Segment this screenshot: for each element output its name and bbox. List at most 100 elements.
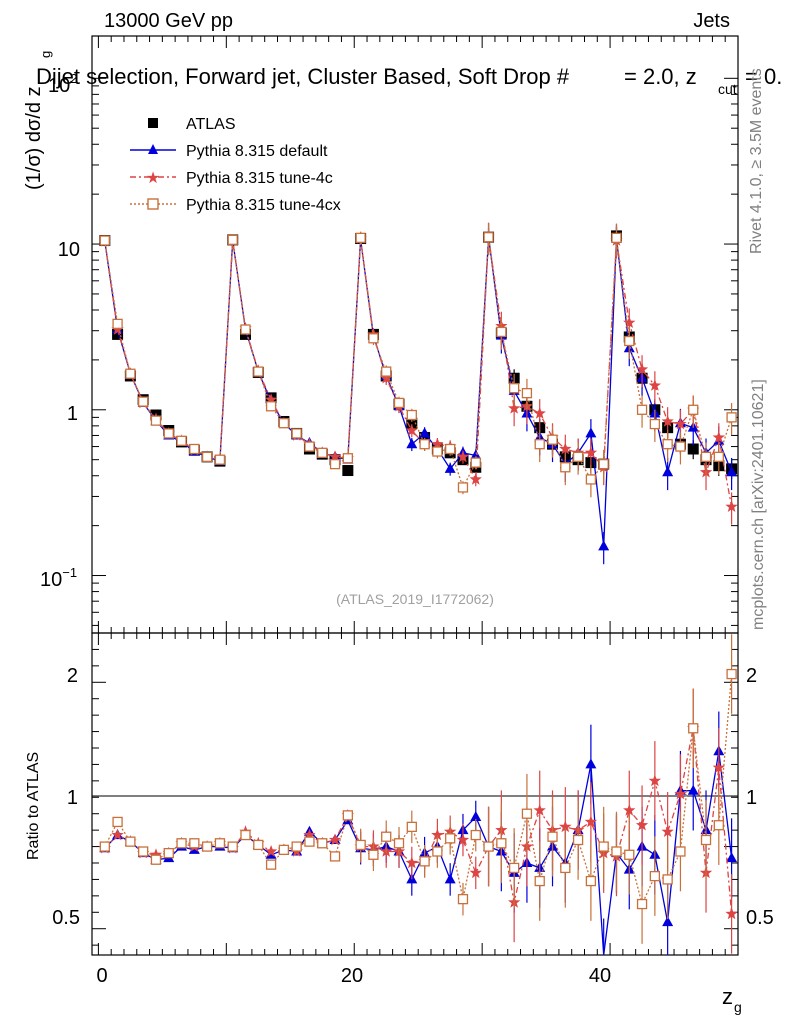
main-pythia-8-315-tune-4c-point: [674, 417, 687, 430]
ratio-pythia-8-315-default-point: [726, 852, 738, 863]
bottom-y-axis-label: Ratio to ATLAS: [25, 752, 42, 860]
ratio-pythia-8-315-tune-4cx-point: [457, 893, 469, 905]
y-tick-label-1: 1: [67, 403, 78, 425]
ratio-pythia-8-315-tune-4cx-point: [163, 847, 174, 859]
ratio-pythia-8-315-tune-4cx-point: [483, 841, 494, 852]
main-pythia-8-315-default-point: [470, 449, 482, 460]
ratio-pythia-8-315-default-point: [444, 873, 456, 884]
ratio-pythia-8-315-tune-4c-point: [111, 828, 124, 841]
legend-default-marker: [148, 144, 158, 154]
plot-title: Dijet selection, Forward jet, Cluster Ba…: [36, 64, 570, 89]
y-tick-0.1-exp: −1: [62, 565, 77, 580]
main-pythia-8-315-tune-4c-point: [623, 316, 636, 328]
ratio-pythia-8-315-tune-4c-point: [623, 803, 636, 816]
legend-tune4c-label: Pythia 8.315 tune-4c: [186, 170, 333, 187]
main-pythia-8-315-tune-4cx-point: [508, 383, 520, 394]
ratio-pythia-8-315-tune-4cx-point: [355, 839, 366, 851]
main-pythia-8-315-tune-4cx-point: [675, 441, 686, 452]
main-pythia-8-315-tune-4cx-point: [227, 234, 238, 246]
main-pythia-8-315-tune-4cx-point: [201, 451, 213, 463]
ratio-pythia-8-315-tune-4cx-point: [317, 838, 328, 849]
ratio-pythia-8-315-tune-4cx-point: [700, 834, 712, 846]
main-pythia-8-315-tune-4c-point: [264, 393, 278, 405]
ratio-pythia-8-315-tune-4cx-point: [393, 838, 405, 849]
rivet-version-label: Rivet 4.1.0, ≥ 3.5M events: [748, 68, 765, 254]
main-pythia-8-315-tune-4cx-line: [104, 237, 733, 490]
ratio-pythia-8-315-tune-4cx-point: [342, 810, 353, 821]
ratio-pythia-8-315-tune-4cx-point: [508, 862, 520, 874]
main-pythia-8-315-tune-4cx-point: [176, 435, 187, 446]
main-pythia-8-315-tune-4cx-point: [688, 404, 699, 415]
ratio-tick-label-0.5-right: 0.5: [746, 907, 774, 929]
main-pythia-8-315-tune-4c-point: [559, 442, 572, 455]
main-pythia-8-315-tune-4cx-point: [329, 458, 341, 470]
ratio-pythia-8-315-tune-4c-point: [469, 866, 482, 879]
ratio-pythia-8-315-tune-4cx-point: [688, 723, 699, 734]
x-axis-label-main: z: [722, 984, 733, 1009]
ratio-pythia-8-315-tune-4cx-point: [572, 834, 584, 846]
main-pythia-8-315-tune-4cx-point: [483, 232, 494, 243]
ratio-tick-label-2: 2: [67, 665, 78, 687]
y-tick-100-exp: 2: [70, 71, 77, 86]
ratio-pythia-8-315-default-point: [470, 811, 482, 821]
main-pythia-8-315-tune-4cx-point: [470, 457, 481, 468]
y-tick-0.1-base: 10: [40, 569, 62, 591]
main-pythia-8-315-tune-4cx-point: [713, 451, 724, 463]
main-pythia-8-315-tune-4cx-point: [611, 232, 622, 243]
ratio-pythia-8-315-tune-4c-point: [559, 820, 572, 833]
ratio-pythia-8-315-tune-4cx-point: [176, 838, 187, 849]
main-pythia-8-315-tune-4cx-point: [598, 458, 609, 470]
main-pythia-8-315-tune-4c-point: [635, 363, 649, 375]
legend-tune4cx-marker: [147, 198, 159, 210]
ratio-pythia-8-315-tune-4c-point: [661, 825, 674, 837]
top-y-axis-label: (1/σ) dσ/d z g: [23, 51, 53, 190]
ratio-tick-label-2-right: 2: [746, 665, 757, 687]
ratio-pythia-8-315-tune-4cx-point: [624, 849, 635, 860]
plot-title-beta: = 2.0, z: [624, 64, 697, 89]
plot-title-end: = 0.: [745, 64, 782, 89]
plot-title-sub: cut: [718, 81, 737, 97]
main-pythia-8-315-tune-4cx-point: [112, 318, 123, 329]
top-y-label-main: (1/σ) dσ/d z: [23, 86, 45, 190]
main-pythia-8-315-tune-4c-line: [104, 237, 733, 507]
main-pythia-8-315-tune-4c-point: [725, 500, 738, 512]
legend-default-label: Pythia 8.315 default: [186, 143, 328, 160]
ratio-pythia-8-315-tune-4cx-point: [265, 859, 277, 870]
ratio-pythia-8-315-tune-4cx-point: [112, 816, 123, 828]
ratio-pythia-8-315-tune-4c-point: [328, 833, 342, 846]
ratio-pythia-8-315-tune-4cx-point: [138, 846, 149, 857]
data-marks: [98, 222, 738, 956]
ratio-pythia-8-315-tune-4cx-line: [104, 674, 733, 907]
ratio-pythia-8-315-tune-4cx-point: [189, 838, 200, 849]
ratio-pythia-8-315-tune-4cx-point: [585, 875, 597, 887]
main-atlas-point: [406, 417, 418, 429]
main-pythia-8-315-tune-4c-point: [508, 401, 521, 414]
ratio-pythia-8-315-tune-4cx-point: [253, 839, 264, 851]
ratio-pythia-8-315-tune-4cx-point: [99, 841, 110, 852]
main-pythia-8-315-tune-4cx-point: [317, 447, 328, 458]
main-pythia-8-315-default-point: [585, 427, 597, 438]
ratio-pythia-8-315-tune-4c-point: [674, 787, 687, 800]
legend-tune4cx-label: Pythia 8.315 tune-4cx: [186, 197, 341, 214]
ratio-pythia-8-315-tune-4cx-point: [534, 875, 545, 887]
ratio-pythia-8-315-tune-4cx-point: [150, 854, 162, 865]
main-atlas-point: [112, 328, 124, 340]
ratio-pythia-8-315-tune-4c-point: [584, 815, 598, 828]
main-pythia-8-315-tune-4cx-point: [214, 454, 226, 465]
ratio-pythia-8-315-tune-4c-point: [635, 818, 649, 831]
main-pythia-8-315-tune-4c-point: [661, 415, 674, 427]
main-pythia-8-315-tune-4c-point: [431, 437, 444, 450]
x-tick-label-20: 20: [341, 965, 363, 987]
main-pythia-8-315-default-point: [406, 438, 418, 449]
ratio-pythia-8-315-tune-4cx-point: [432, 846, 443, 857]
ratio-tick-label-1-right: 1: [746, 787, 757, 809]
main-pythia-8-315-tune-4c-point: [712, 431, 725, 443]
ratio-pythia-8-315-tune-4cx-point: [419, 856, 430, 867]
main-pythia-8-315-tune-4c-point: [533, 407, 546, 419]
y-tick-label-100: 102: [48, 71, 77, 97]
main-pythia-8-315-tune-4cx-point: [355, 232, 366, 243]
main-pythia-8-315-tune-4cx-point: [496, 326, 507, 338]
main-pythia-8-315-tune-4cx-point: [726, 412, 737, 423]
ratio-pythia-8-315-default-point: [662, 916, 674, 927]
ratio-pythia-8-315-tune-4cx-point: [521, 808, 533, 819]
